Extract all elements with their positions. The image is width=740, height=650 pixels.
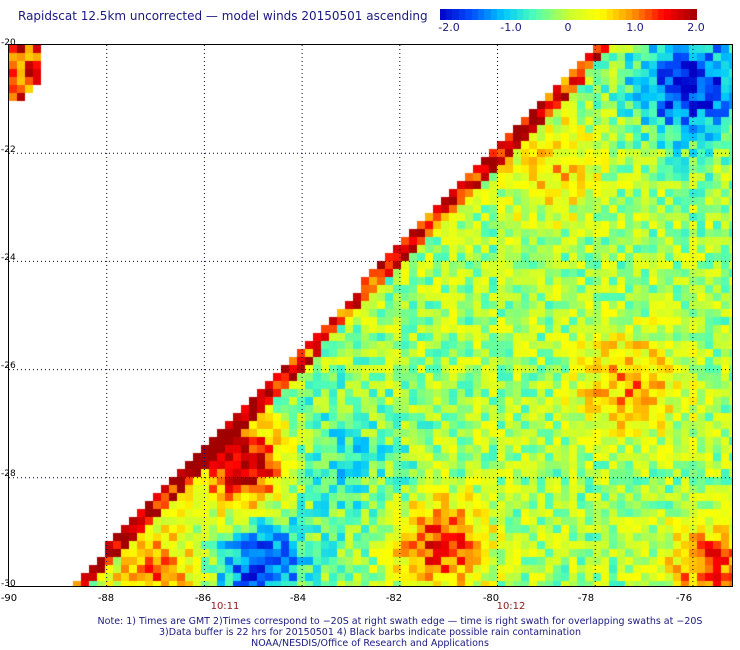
swath-pixels bbox=[9, 45, 732, 586]
colorbar-tick: -2.0 bbox=[438, 21, 460, 34]
wind-difference-map bbox=[8, 44, 733, 587]
lon-label: -82 bbox=[385, 593, 403, 604]
map-title: Rapidscat 12.5km uncorrected — model win… bbox=[18, 9, 428, 23]
lat-label: -26 bbox=[1, 361, 16, 371]
time-label: 10:12 bbox=[496, 601, 526, 612]
lon-label: -84 bbox=[289, 593, 307, 604]
colorbar-tick: 2.0 bbox=[687, 21, 705, 34]
colorbar-tick: 1.0 bbox=[626, 21, 644, 34]
lon-label: -76 bbox=[675, 593, 693, 604]
note-line-2: 3)Data buffer is 22 hrs for 20150501 4) … bbox=[159, 627, 581, 638]
lat-lon-grid bbox=[9, 45, 732, 586]
lon-label: -90 bbox=[0, 593, 18, 604]
lat-label: -30 bbox=[1, 579, 16, 589]
note-line-1: Note: 1) Times are GMT 2)Times correspon… bbox=[97, 616, 703, 627]
lat-label: -28 bbox=[1, 469, 16, 479]
lon-label: -78 bbox=[577, 593, 595, 604]
note-line-3: NOAA/NESDIS/Office of Research and Appli… bbox=[251, 638, 489, 649]
colorbar-tick: 0 bbox=[564, 21, 572, 34]
lon-label: -86 bbox=[194, 593, 212, 604]
lon-label: -88 bbox=[97, 593, 115, 604]
time-label: 10:11 bbox=[210, 601, 240, 612]
lat-label: -20 bbox=[1, 38, 16, 48]
lat-label: -24 bbox=[1, 253, 16, 263]
colorbar bbox=[440, 9, 697, 20]
colorbar-tick: -1.0 bbox=[500, 21, 522, 34]
lat-label: -22 bbox=[1, 145, 16, 155]
lon-label: -80 bbox=[482, 593, 500, 604]
